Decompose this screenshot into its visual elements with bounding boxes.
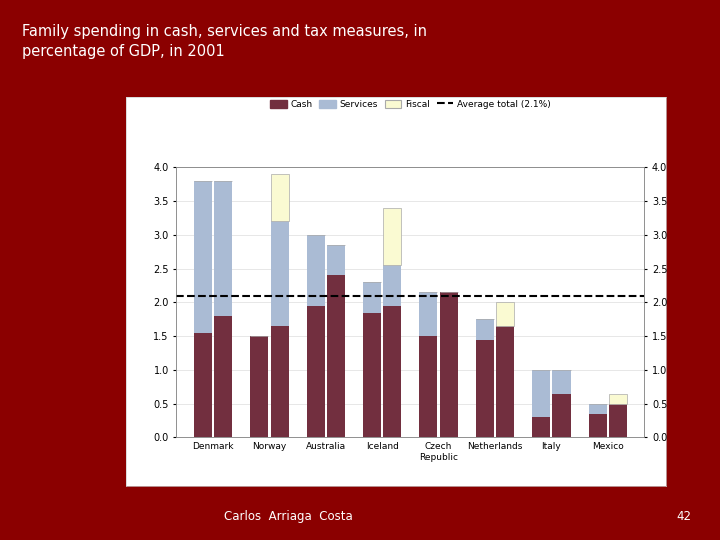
Bar xyxy=(194,181,212,333)
Bar xyxy=(420,336,438,437)
Bar xyxy=(271,174,289,221)
Bar xyxy=(588,404,607,414)
Bar xyxy=(383,306,401,437)
Bar xyxy=(532,370,550,417)
Bar xyxy=(383,265,401,306)
Bar xyxy=(532,417,550,437)
Bar xyxy=(552,370,570,394)
Bar xyxy=(214,316,233,437)
Text: 42: 42 xyxy=(676,510,691,523)
Bar xyxy=(476,340,494,437)
Bar xyxy=(440,292,458,437)
Bar xyxy=(496,302,514,326)
Bar xyxy=(588,414,607,437)
Bar xyxy=(307,235,325,306)
Bar xyxy=(363,282,381,313)
Legend: Cash, Services, Fiscal, Average total (2.1%): Cash, Services, Fiscal, Average total (2… xyxy=(266,96,554,112)
Bar xyxy=(307,306,325,437)
Bar xyxy=(271,326,289,437)
Bar xyxy=(609,394,627,404)
Bar xyxy=(214,181,233,316)
Text: Family spending in cash, services and tax measures, in
percentage of GDP, in 200: Family spending in cash, services and ta… xyxy=(22,24,426,59)
Text: Carlos  Arriaga  Costa: Carlos Arriaga Costa xyxy=(224,510,352,523)
Bar xyxy=(194,333,212,437)
Bar xyxy=(363,313,381,437)
Bar xyxy=(552,394,570,437)
Bar xyxy=(271,221,289,326)
Bar xyxy=(609,404,627,437)
Bar xyxy=(383,208,401,265)
Bar xyxy=(327,245,345,275)
Bar xyxy=(496,326,514,437)
Bar xyxy=(476,319,494,340)
Bar xyxy=(420,292,438,336)
Bar xyxy=(251,336,269,437)
Bar xyxy=(327,275,345,437)
